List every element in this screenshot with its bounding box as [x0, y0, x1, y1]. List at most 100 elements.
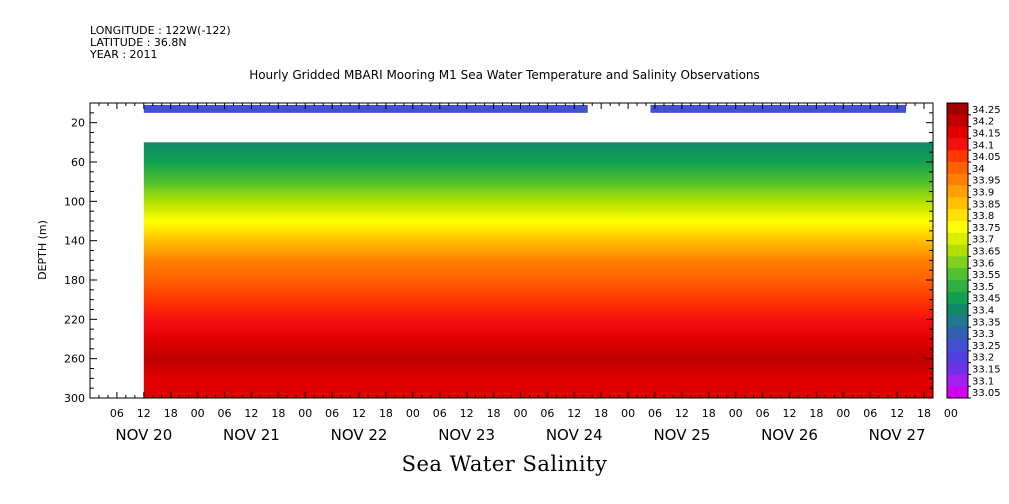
x-hour-label: 00	[621, 407, 635, 420]
x-hour-label: 06	[325, 407, 339, 420]
colorbar-frame	[946, 102, 969, 399]
colorbar-label: 33.05	[972, 388, 1001, 399]
colorbar-label: 33.8	[972, 211, 994, 222]
latitude-label: LATITUDE : 36.8N	[90, 36, 187, 49]
colorbar-swatch	[947, 362, 968, 375]
y-tick-label: 20	[71, 117, 85, 130]
colorbar-label: 33.2	[972, 353, 994, 364]
x-hour-label: 12	[137, 407, 151, 420]
colorbar-label: 33.55	[972, 270, 1001, 281]
x-hour-label: 06	[648, 407, 662, 420]
x-hour-label: 12	[244, 407, 258, 420]
x-hour-label: 00	[513, 407, 527, 420]
colorbar-label: 33.7	[972, 235, 994, 246]
chart-title: Hourly Gridded MBARI Mooring M1 Sea Wate…	[249, 68, 760, 82]
colorbar-label: 33.35	[972, 317, 1001, 328]
x-hour-label: 12	[567, 407, 581, 420]
colorbar-swatch	[947, 386, 968, 399]
colorbar-label: 33.4	[972, 306, 994, 317]
colorbar-label: 33.85	[972, 199, 1001, 210]
colorbar-swatch	[947, 150, 968, 163]
colorbar-swatch	[947, 244, 968, 257]
x-hour-label: 06	[863, 407, 877, 420]
x-day-label: NOV 26	[761, 426, 818, 444]
colorbar-label: 34.25	[972, 105, 1001, 116]
surface-band-segment-0	[143, 104, 588, 113]
colorbar-swatch	[947, 126, 968, 139]
colorbar-swatch	[947, 327, 968, 340]
colorbar-swatch	[947, 280, 968, 293]
colorbar-swatch	[947, 374, 968, 387]
colorbar-swatch	[947, 162, 968, 175]
x-hour-label: 06	[110, 407, 124, 420]
x-hour-label: 18	[702, 407, 716, 420]
x-hour-label: 18	[164, 407, 178, 420]
salinity-field	[143, 142, 933, 398]
colorbar-label: 34.2	[972, 117, 994, 128]
colorbar-swatch	[947, 232, 968, 245]
x-hour-label: 18	[487, 407, 501, 420]
x-hour-label: 06	[433, 407, 447, 420]
colorbar-swatch	[947, 291, 968, 304]
colorbar-label: 33.15	[972, 365, 1001, 376]
colorbar-swatch	[947, 185, 968, 198]
colorbar-label: 34	[972, 164, 985, 175]
x-hour-label: 00	[836, 407, 850, 420]
x-hour-label: 18	[594, 407, 608, 420]
y-axis-label: DEPTH (m)	[36, 220, 49, 280]
x-hour-label: 06	[756, 407, 770, 420]
x-hour-label: 06	[218, 407, 232, 420]
y-tick-label: 100	[64, 195, 85, 208]
x-hour-label: 12	[352, 407, 366, 420]
y-tick-label: 220	[64, 313, 85, 326]
x-hour-label: 12	[460, 407, 474, 420]
x-hour-label: 18	[809, 407, 823, 420]
colorbar-swatch	[947, 138, 968, 151]
colorbar-label: 33.65	[972, 247, 1001, 258]
x-hour-label: 12	[890, 407, 904, 420]
colorbar-label: 33.6	[972, 258, 994, 269]
colorbar-swatch	[947, 197, 968, 210]
colorbar-swatch	[947, 339, 968, 352]
x-day-label: NOV 21	[223, 426, 280, 444]
colorbar-swatch	[947, 173, 968, 186]
colorbar-swatch	[947, 209, 968, 222]
colorbar-label: 33.75	[972, 223, 1001, 234]
colorbar-label: 33.45	[972, 294, 1001, 305]
x-day-label: NOV 24	[546, 426, 603, 444]
y-tick-label: 140	[64, 235, 85, 248]
y-axis: 20 60 100 140 180 220 260 300	[64, 102, 933, 405]
x-hour-label: 00	[406, 407, 420, 420]
colorbar-swatch	[947, 303, 968, 316]
colorbar-label: 33.5	[972, 282, 994, 293]
surface-band-segment-1	[650, 104, 907, 113]
colorbar-swatch	[947, 350, 968, 363]
x-hour-label: 18	[271, 407, 285, 420]
x-hour-label: 00	[191, 407, 205, 420]
x-day-label: NOV 23	[438, 426, 495, 444]
y-tick-label: 300	[64, 392, 85, 405]
x-axis: 06 12 18 00 06 12 18 00 06 12 18 00 06 12 18 00 06 12 18 00…	[98, 103, 958, 444]
x-day-label: NOV 20	[115, 426, 172, 444]
colorbar-label: 33.9	[972, 188, 994, 199]
colorbar: 34.2534.234.1534.134.053433.9533.933.853…	[946, 102, 1001, 399]
colorbar-label: 34.15	[972, 129, 1001, 140]
colorbar-label: 33.25	[972, 341, 1001, 352]
colorbar-label: 34.05	[972, 152, 1001, 163]
x-hour-label: 00	[729, 407, 743, 420]
colorbar-swatch	[947, 221, 968, 234]
longitude-label: LONGITUDE : 122W(-122)	[90, 24, 231, 37]
y-tick-label: 260	[64, 353, 85, 366]
colorbar-swatch	[947, 256, 968, 269]
x-hour-label: 12	[675, 407, 689, 420]
colorbar-swatch	[947, 268, 968, 281]
x-hour-label: 18	[917, 407, 931, 420]
colorbar-label: 33.95	[972, 176, 1001, 187]
x-hour-label: 00	[944, 407, 958, 420]
colorbar-swatch	[947, 315, 968, 328]
colorbar-swatch	[947, 114, 968, 127]
y-tick-label: 180	[64, 274, 85, 287]
x-hour-label: 18	[379, 407, 393, 420]
colorbar-swatch	[947, 103, 968, 116]
